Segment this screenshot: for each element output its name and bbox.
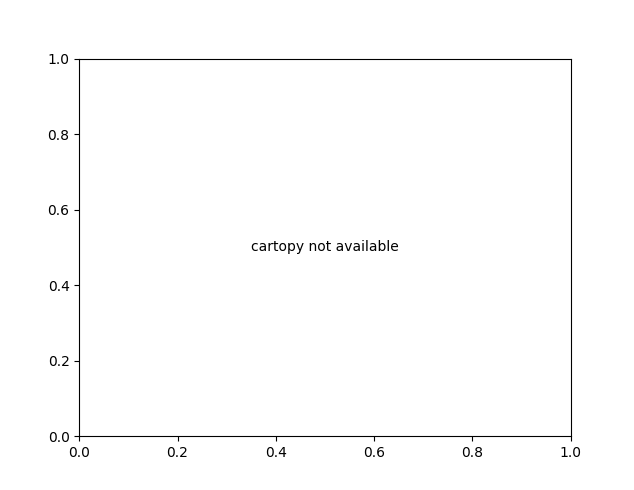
Text: cartopy not available: cartopy not available (251, 241, 399, 254)
